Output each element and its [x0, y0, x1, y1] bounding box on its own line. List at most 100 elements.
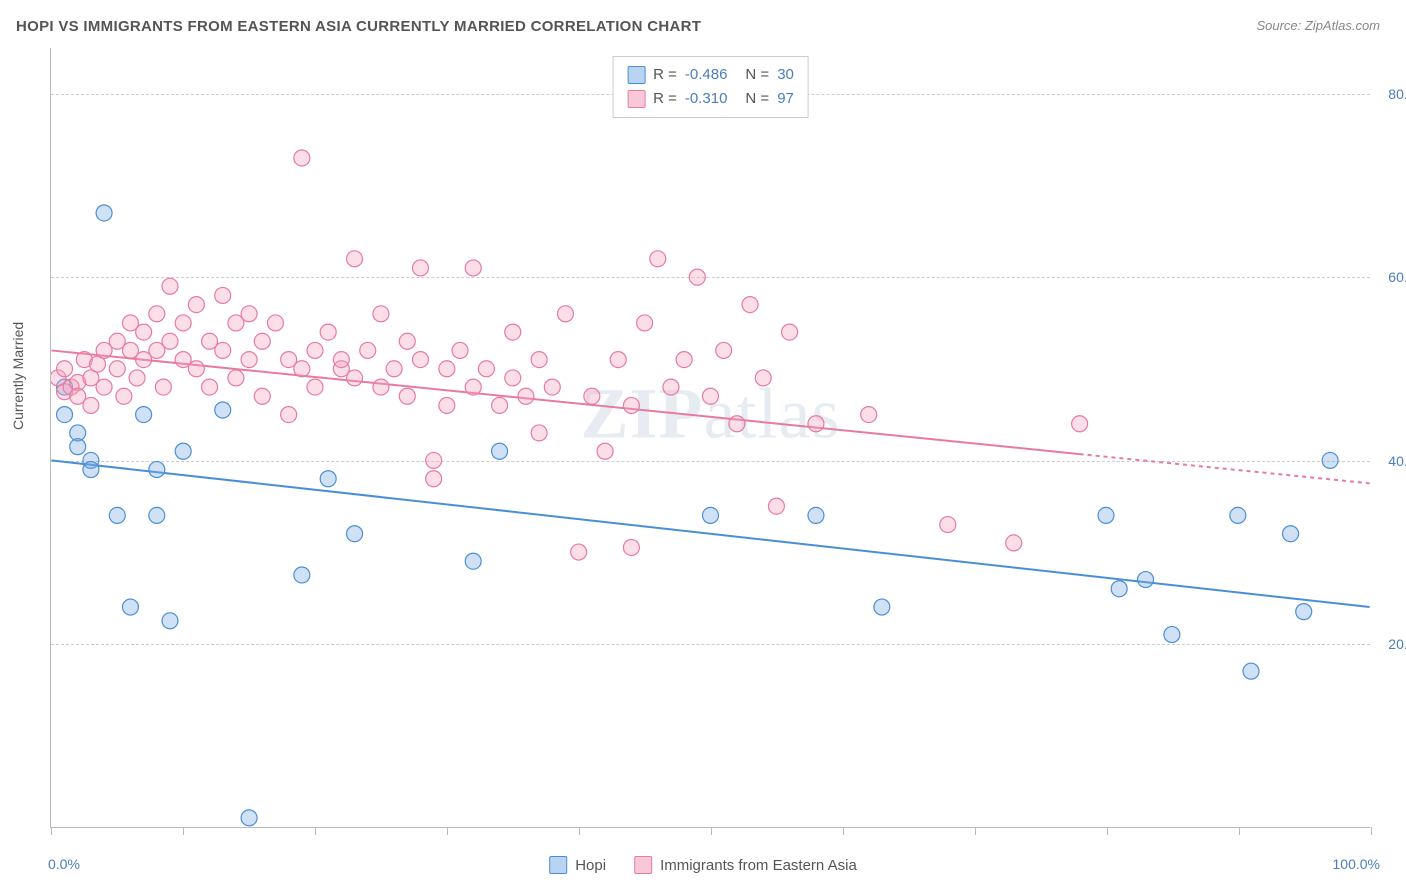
- data-point: [175, 315, 191, 331]
- data-point: [755, 370, 771, 386]
- data-point: [729, 416, 745, 432]
- data-point: [650, 251, 666, 267]
- legend-swatch-icon: [627, 90, 645, 108]
- data-point: [782, 324, 798, 340]
- legend-series-label: Hopi: [575, 857, 606, 874]
- data-point: [808, 416, 824, 432]
- data-point: [70, 439, 86, 455]
- data-point: [307, 342, 323, 358]
- data-point: [241, 352, 257, 368]
- data-point: [294, 567, 310, 583]
- data-point: [1111, 581, 1127, 597]
- legend-n-value: 97: [777, 87, 794, 111]
- data-point: [116, 388, 132, 404]
- x-tick: [315, 827, 316, 835]
- data-point: [57, 361, 73, 377]
- data-point: [505, 324, 521, 340]
- data-point: [1283, 526, 1299, 542]
- data-point: [360, 342, 376, 358]
- legend-swatch-icon: [627, 66, 645, 84]
- data-point: [162, 278, 178, 294]
- legend-correlation-box: R =-0.486N =30R =-0.310N =97: [612, 56, 809, 118]
- data-point: [1243, 663, 1259, 679]
- data-point: [149, 306, 165, 322]
- legend-r-label: R =: [653, 63, 677, 87]
- data-point: [162, 613, 178, 629]
- data-point: [676, 352, 692, 368]
- x-axis-max-label: 100.0%: [1333, 856, 1380, 872]
- x-tick: [975, 827, 976, 835]
- legend-correlation-row: R =-0.310N =97: [627, 87, 794, 111]
- data-point: [689, 269, 705, 285]
- data-point: [149, 462, 165, 478]
- data-point: [241, 306, 257, 322]
- y-tick-label: 80.0%: [1388, 86, 1406, 102]
- data-point: [57, 407, 73, 423]
- legend-n-label: N =: [745, 63, 769, 87]
- legend-r-value: -0.310: [685, 87, 728, 111]
- data-point: [228, 370, 244, 386]
- data-point: [320, 471, 336, 487]
- y-axis-label: Currently Married: [10, 322, 26, 430]
- data-point: [663, 379, 679, 395]
- data-point: [281, 407, 297, 423]
- chart-title: HOPI VS IMMIGRANTS FROM EASTERN ASIA CUR…: [16, 18, 701, 35]
- data-point: [571, 544, 587, 560]
- data-point: [426, 452, 442, 468]
- data-point: [505, 370, 521, 386]
- data-point: [202, 379, 218, 395]
- data-point: [768, 498, 784, 514]
- data-point: [1296, 604, 1312, 620]
- data-point: [162, 333, 178, 349]
- data-point: [333, 352, 349, 368]
- y-tick-label: 40.0%: [1388, 453, 1406, 469]
- data-point: [439, 361, 455, 377]
- data-point: [294, 361, 310, 377]
- x-tick: [1107, 827, 1108, 835]
- data-point: [716, 342, 732, 358]
- data-point: [1006, 535, 1022, 551]
- data-point: [399, 333, 415, 349]
- data-point: [96, 379, 112, 395]
- x-tick: [1371, 827, 1372, 835]
- data-point: [492, 443, 508, 459]
- y-tick-label: 20.0%: [1388, 636, 1406, 652]
- data-point: [452, 342, 468, 358]
- data-point: [155, 379, 171, 395]
- data-point: [96, 205, 112, 221]
- trend-line: [51, 460, 1369, 607]
- data-point: [1164, 627, 1180, 643]
- data-point: [610, 352, 626, 368]
- data-point: [347, 251, 363, 267]
- data-point: [254, 333, 270, 349]
- legend-series-item: Immigrants from Eastern Asia: [634, 856, 857, 874]
- data-point: [1230, 507, 1246, 523]
- data-point: [215, 342, 231, 358]
- legend-swatch-icon: [549, 856, 567, 874]
- data-point: [347, 526, 363, 542]
- legend-r-label: R =: [653, 87, 677, 111]
- data-point: [439, 397, 455, 413]
- data-point: [175, 443, 191, 459]
- data-point: [373, 379, 389, 395]
- data-point: [518, 388, 534, 404]
- data-point: [465, 379, 481, 395]
- data-point: [294, 150, 310, 166]
- data-point: [623, 397, 639, 413]
- y-tick-label: 60.0%: [1388, 269, 1406, 285]
- data-point: [83, 397, 99, 413]
- data-point: [465, 553, 481, 569]
- data-point: [703, 507, 719, 523]
- data-point: [544, 379, 560, 395]
- data-point: [129, 370, 145, 386]
- data-point: [412, 352, 428, 368]
- data-point: [136, 324, 152, 340]
- data-point: [531, 425, 547, 441]
- legend-n-value: 30: [777, 63, 794, 87]
- x-tick: [711, 827, 712, 835]
- x-tick: [1239, 827, 1240, 835]
- data-point: [307, 379, 323, 395]
- data-point: [267, 315, 283, 331]
- data-point: [597, 443, 613, 459]
- data-point: [188, 361, 204, 377]
